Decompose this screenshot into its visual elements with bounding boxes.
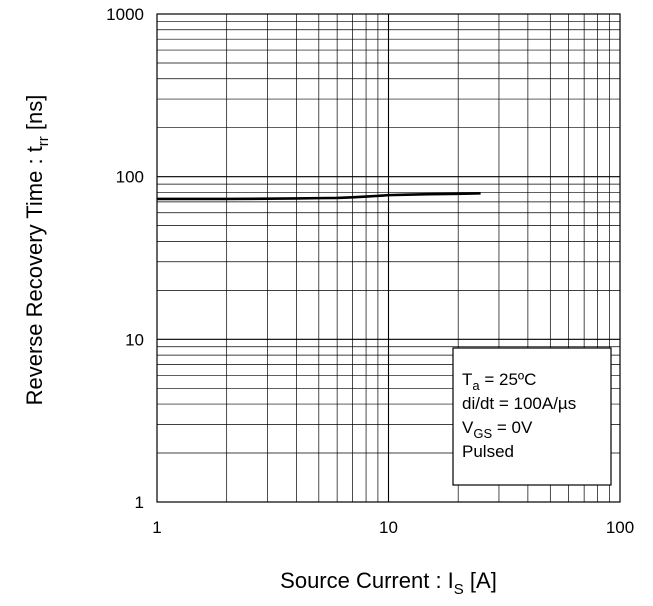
y-tick-labels: 1 10 100 1000 [106,5,144,512]
annotation-line-sub: a [472,378,480,393]
annotation-line-main: V [462,418,474,437]
y-tick-label: 1000 [106,5,144,24]
annotation-rect [452,347,612,486]
y-tick-label: 10 [125,330,144,349]
annotation-line-sub: GS [473,426,492,441]
x-axis-title-main: Source Current : I [280,568,454,593]
x-axis-title-suffix: [A] [464,568,497,593]
series-group [157,192,481,201]
y-tick-label: 1 [135,493,144,512]
annotation-line: di/dt = 100A/µs [462,394,576,413]
annotation-line-main: Pulsed [462,442,514,461]
annotation-line-suffix: = 25ºC [480,370,537,389]
y-axis-title-suffix: [ns] [22,95,47,137]
y-axis-title-sub: rr [35,136,52,146]
x-axis-title: Source Current : IS [A] [280,568,497,598]
annotation-line: Ta = 25ºC [462,370,536,393]
annotation-line-main: di/dt = 100A/µs [462,394,576,413]
x-tick-labels: 1 10 100 [152,518,634,537]
x-tick-label: 1 [152,518,161,537]
x-tick-label: 100 [606,518,634,537]
y-axis-title-main: Reverse Recovery Time : t [22,146,47,405]
annotation-line-suffix: = 0V [492,418,533,437]
annotation-line: VGS = 0V [462,418,533,441]
series-line-0 [157,192,481,201]
plot-frame [156,13,621,503]
x-axis-title-sub: S [454,581,464,598]
y-axis-title: Reverse Recovery Time : trr [ns] [22,95,52,406]
grid-major [157,14,620,502]
y-tick-label: 100 [116,168,144,187]
x-tick-label: 10 [379,518,398,537]
annotation-line: Pulsed [462,442,514,461]
annotation-line-main: T [462,370,472,389]
